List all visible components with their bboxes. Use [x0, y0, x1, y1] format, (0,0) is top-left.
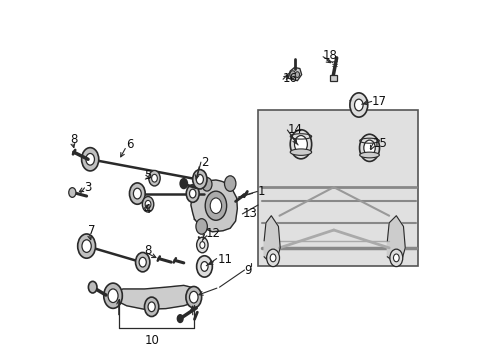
Text: 15: 15: [372, 137, 387, 150]
Text: 9: 9: [244, 264, 251, 276]
Ellipse shape: [202, 177, 212, 191]
Polygon shape: [112, 285, 194, 309]
Ellipse shape: [108, 289, 118, 302]
Ellipse shape: [354, 99, 363, 111]
Ellipse shape: [177, 315, 183, 323]
Ellipse shape: [295, 72, 299, 77]
Bar: [258, 111, 417, 266]
Ellipse shape: [196, 175, 203, 184]
Text: 3: 3: [84, 181, 92, 194]
Text: 5: 5: [143, 169, 151, 182]
Ellipse shape: [82, 240, 91, 252]
Ellipse shape: [148, 170, 160, 186]
Ellipse shape: [192, 170, 206, 189]
Bar: [329, 75, 337, 81]
Ellipse shape: [266, 249, 279, 267]
Ellipse shape: [205, 191, 226, 220]
Ellipse shape: [86, 153, 94, 165]
Text: 18: 18: [323, 49, 337, 62]
Ellipse shape: [363, 140, 374, 156]
Ellipse shape: [135, 252, 149, 272]
Ellipse shape: [142, 197, 153, 212]
Text: 6: 6: [126, 138, 134, 151]
Text: 13: 13: [242, 207, 257, 220]
Ellipse shape: [88, 282, 97, 293]
Text: 10: 10: [144, 333, 159, 347]
Polygon shape: [190, 180, 237, 232]
Ellipse shape: [294, 136, 307, 153]
Ellipse shape: [200, 242, 204, 248]
Text: 8: 8: [70, 133, 78, 146]
Ellipse shape: [189, 291, 198, 303]
Ellipse shape: [359, 152, 379, 158]
Ellipse shape: [129, 183, 145, 204]
Text: 16: 16: [283, 72, 298, 85]
Ellipse shape: [180, 179, 187, 188]
Ellipse shape: [393, 254, 398, 262]
Ellipse shape: [389, 249, 402, 267]
Ellipse shape: [133, 188, 141, 199]
Ellipse shape: [139, 257, 146, 267]
Ellipse shape: [186, 185, 199, 202]
Ellipse shape: [359, 134, 379, 161]
Text: 7: 7: [88, 224, 95, 237]
Ellipse shape: [210, 198, 221, 213]
Ellipse shape: [103, 283, 122, 309]
Text: 17: 17: [371, 95, 386, 108]
Polygon shape: [264, 216, 280, 262]
Ellipse shape: [81, 148, 99, 171]
Ellipse shape: [290, 149, 311, 156]
Ellipse shape: [196, 256, 212, 277]
Ellipse shape: [290, 130, 311, 159]
Text: 12: 12: [205, 227, 220, 240]
Ellipse shape: [201, 262, 207, 271]
Text: 2: 2: [201, 156, 208, 168]
Ellipse shape: [151, 174, 157, 182]
Ellipse shape: [145, 201, 151, 208]
Polygon shape: [287, 67, 301, 81]
Ellipse shape: [69, 188, 76, 197]
Text: 4: 4: [143, 203, 151, 216]
Ellipse shape: [349, 99, 367, 103]
Ellipse shape: [189, 189, 196, 198]
Text: 14: 14: [287, 123, 302, 136]
Polygon shape: [386, 216, 405, 262]
Text: 11: 11: [217, 253, 232, 266]
Ellipse shape: [78, 234, 95, 258]
Text: 1: 1: [258, 185, 265, 198]
Ellipse shape: [185, 287, 201, 308]
Ellipse shape: [224, 176, 235, 191]
Ellipse shape: [289, 71, 295, 78]
Ellipse shape: [270, 254, 275, 262]
Ellipse shape: [196, 237, 207, 253]
Ellipse shape: [144, 297, 159, 316]
Ellipse shape: [196, 219, 207, 234]
Ellipse shape: [148, 302, 155, 312]
Text: 8: 8: [143, 244, 151, 257]
Ellipse shape: [349, 93, 367, 117]
